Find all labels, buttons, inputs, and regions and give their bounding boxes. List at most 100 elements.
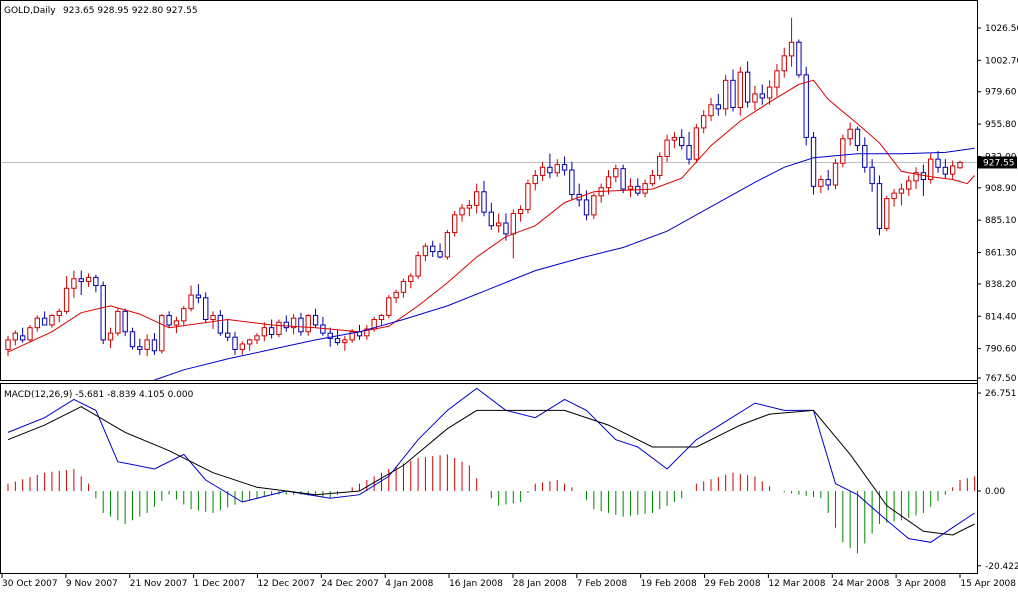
candle[interactable] xyxy=(378,314,385,325)
candle[interactable] xyxy=(876,175,883,236)
candle[interactable] xyxy=(832,159,839,190)
candle[interactable] xyxy=(774,64,780,97)
candle[interactable] xyxy=(818,175,824,194)
candle[interactable] xyxy=(459,204,465,222)
candle[interactable] xyxy=(225,319,231,342)
candle[interactable] xyxy=(708,97,714,122)
candle[interactable] xyxy=(181,305,187,325)
candle[interactable] xyxy=(422,243,429,262)
candle[interactable] xyxy=(290,314,297,335)
candle[interactable] xyxy=(56,308,62,323)
candle[interactable] xyxy=(466,199,473,217)
candle[interactable] xyxy=(430,240,436,258)
candle[interactable] xyxy=(246,338,253,351)
candle[interactable] xyxy=(41,311,48,326)
candle[interactable] xyxy=(517,205,524,222)
candle[interactable] xyxy=(730,69,736,112)
candle[interactable] xyxy=(437,243,443,259)
candle[interactable] xyxy=(840,134,846,168)
candle[interactable] xyxy=(173,316,180,334)
candle[interactable] xyxy=(781,47,787,78)
candle[interactable] xyxy=(869,159,875,192)
candle[interactable] xyxy=(942,159,949,179)
candle[interactable] xyxy=(393,289,399,304)
candle[interactable] xyxy=(715,93,722,116)
candle[interactable] xyxy=(415,251,421,279)
candle[interactable] xyxy=(671,131,678,149)
candle[interactable] xyxy=(276,319,282,338)
candle[interactable] xyxy=(539,161,546,181)
candle[interactable] xyxy=(444,229,451,260)
candle[interactable] xyxy=(788,17,795,67)
candle[interactable] xyxy=(386,295,392,319)
candle[interactable] xyxy=(884,195,890,232)
candle[interactable] xyxy=(752,85,758,111)
candle[interactable] xyxy=(78,270,84,296)
candle[interactable] xyxy=(759,84,765,105)
candle[interactable] xyxy=(93,274,99,293)
price-panel[interactable] xyxy=(1,17,977,381)
candle[interactable] xyxy=(137,338,143,355)
candle[interactable] xyxy=(701,110,707,134)
candle[interactable] xyxy=(312,308,319,328)
candle[interactable] xyxy=(151,333,158,355)
candle[interactable] xyxy=(796,39,802,78)
candle[interactable] xyxy=(591,193,597,219)
candle[interactable] xyxy=(532,170,538,191)
candle[interactable] xyxy=(452,210,458,237)
candle[interactable] xyxy=(144,334,150,357)
candle[interactable] xyxy=(649,170,656,187)
candle[interactable] xyxy=(854,126,861,151)
candle[interactable] xyxy=(525,179,531,214)
candle[interactable] xyxy=(195,284,202,304)
candle[interactable] xyxy=(847,122,853,146)
candle[interactable] xyxy=(547,153,553,179)
candle[interactable] xyxy=(679,129,685,150)
candle[interactable] xyxy=(159,314,165,354)
candle[interactable] xyxy=(261,322,267,342)
candle[interactable] xyxy=(569,161,575,200)
candle[interactable] xyxy=(63,276,70,315)
candle[interactable] xyxy=(473,183,480,214)
candle[interactable] xyxy=(232,331,238,355)
candle[interactable] xyxy=(810,131,817,195)
candle[interactable] xyxy=(203,292,209,323)
candle[interactable] xyxy=(803,66,809,146)
candle[interactable] xyxy=(19,327,26,343)
candle[interactable] xyxy=(115,308,121,336)
candle[interactable] xyxy=(657,152,663,180)
candle[interactable] xyxy=(627,178,634,198)
candle[interactable] xyxy=(239,341,246,355)
candle[interactable] xyxy=(620,164,626,194)
candle[interactable] xyxy=(408,273,414,289)
candle[interactable] xyxy=(583,190,590,221)
candle[interactable] xyxy=(71,270,77,298)
candle[interactable] xyxy=(305,314,311,336)
candle[interactable] xyxy=(495,213,502,233)
candle[interactable] xyxy=(210,311,216,330)
candle[interactable] xyxy=(49,314,55,328)
candle[interactable] xyxy=(107,327,114,349)
candle[interactable] xyxy=(561,156,568,176)
candle[interactable] xyxy=(554,159,560,177)
candle[interactable] xyxy=(488,202,495,230)
candle[interactable] xyxy=(254,333,260,344)
candle[interactable] xyxy=(188,285,194,312)
candle[interactable] xyxy=(268,319,275,339)
candle[interactable] xyxy=(129,327,136,350)
candle[interactable] xyxy=(122,308,128,336)
candle[interactable] xyxy=(862,137,868,173)
candle[interactable] xyxy=(27,324,33,343)
candle[interactable] xyxy=(364,324,370,340)
candle[interactable] xyxy=(928,153,934,184)
candle[interactable] xyxy=(5,335,11,357)
candle[interactable] xyxy=(664,134,670,162)
candle[interactable] xyxy=(298,312,304,336)
macd-panel[interactable] xyxy=(7,387,976,554)
candle[interactable] xyxy=(166,311,172,328)
candle[interactable] xyxy=(217,310,224,336)
candle[interactable] xyxy=(100,281,106,344)
candle[interactable] xyxy=(686,131,692,165)
